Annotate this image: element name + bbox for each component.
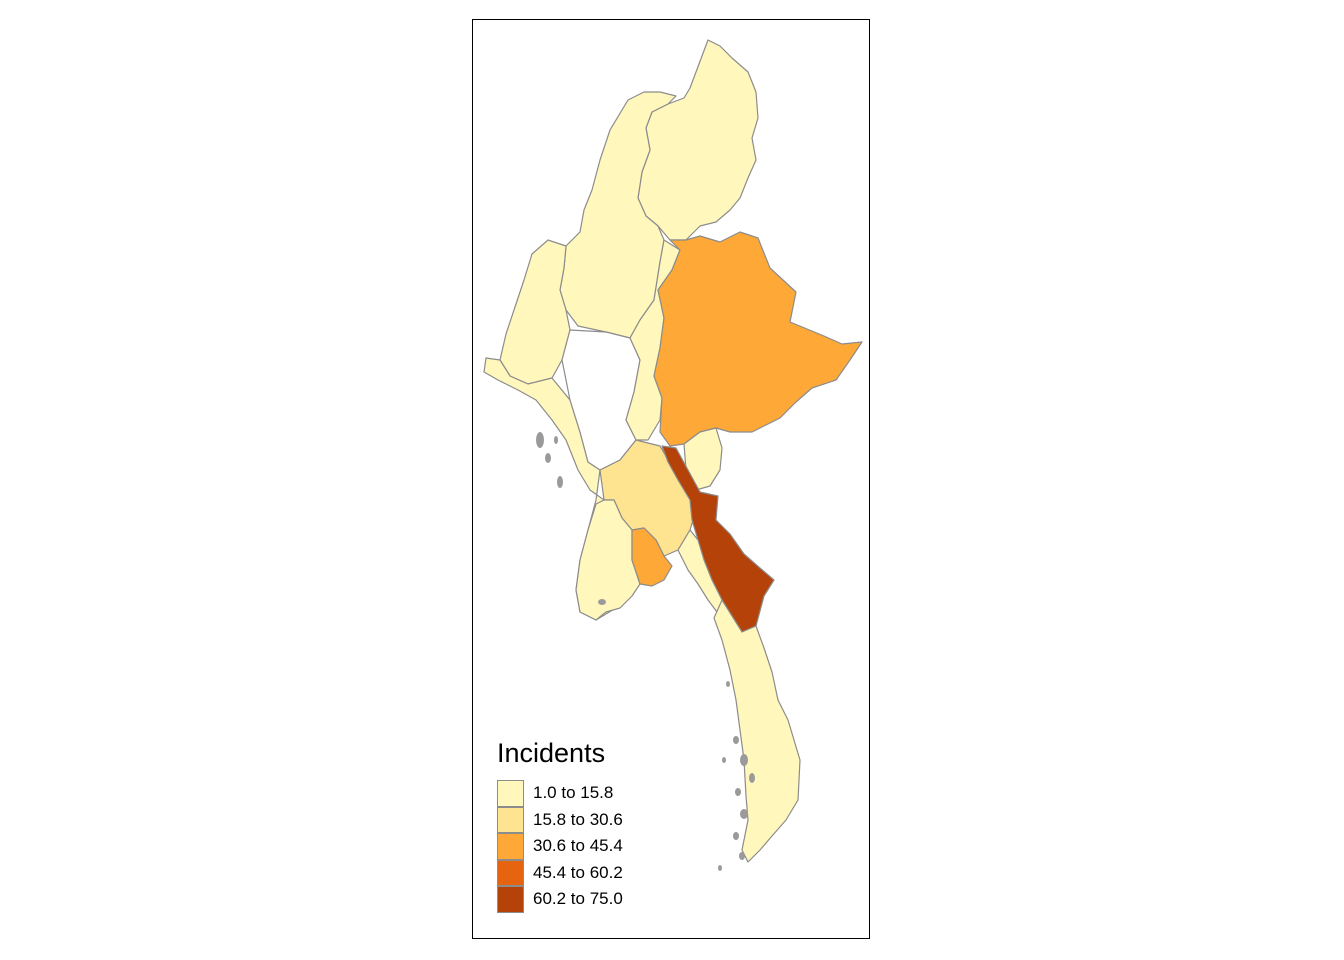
legend-item: 15.8 to 30.6	[497, 806, 623, 833]
legend-swatch	[497, 833, 524, 860]
legend-item: 60.2 to 75.0	[497, 886, 623, 913]
region-kachin[interactable]	[637, 39, 759, 241]
legend-swatch	[497, 806, 524, 833]
legend-swatch	[497, 886, 524, 913]
legend-title: Incidents	[497, 738, 606, 768]
legend-swatch	[497, 859, 524, 886]
region-kayin[interactable]	[661, 445, 775, 633]
legend-label: 45.4 to 60.2	[533, 862, 623, 882]
legend-label: 1.0 to 15.8	[533, 783, 614, 803]
region-tanintharyi[interactable]	[713, 599, 801, 863]
legend-label: 30.6 to 45.4	[533, 836, 623, 856]
region-shan[interactable]	[653, 231, 863, 447]
legend-item: 1.0 to 15.8	[497, 780, 623, 807]
region-yangon[interactable]	[631, 527, 673, 587]
legend-label: 60.2 to 75.0	[533, 889, 623, 909]
legend-item: 45.4 to 60.2	[497, 859, 623, 886]
coastal-islands	[536, 432, 755, 871]
region-chin[interactable]	[499, 239, 571, 385]
map-legend: Incidents 1.0 to 15.8 15.8 to 30.6 30.6 …	[497, 738, 623, 913]
legend-swatch	[497, 780, 524, 807]
legend-label: 15.8 to 30.6	[533, 809, 623, 829]
legend-item: 30.6 to 45.4	[497, 833, 623, 860]
region-ayeyarwady[interactable]	[575, 499, 641, 621]
